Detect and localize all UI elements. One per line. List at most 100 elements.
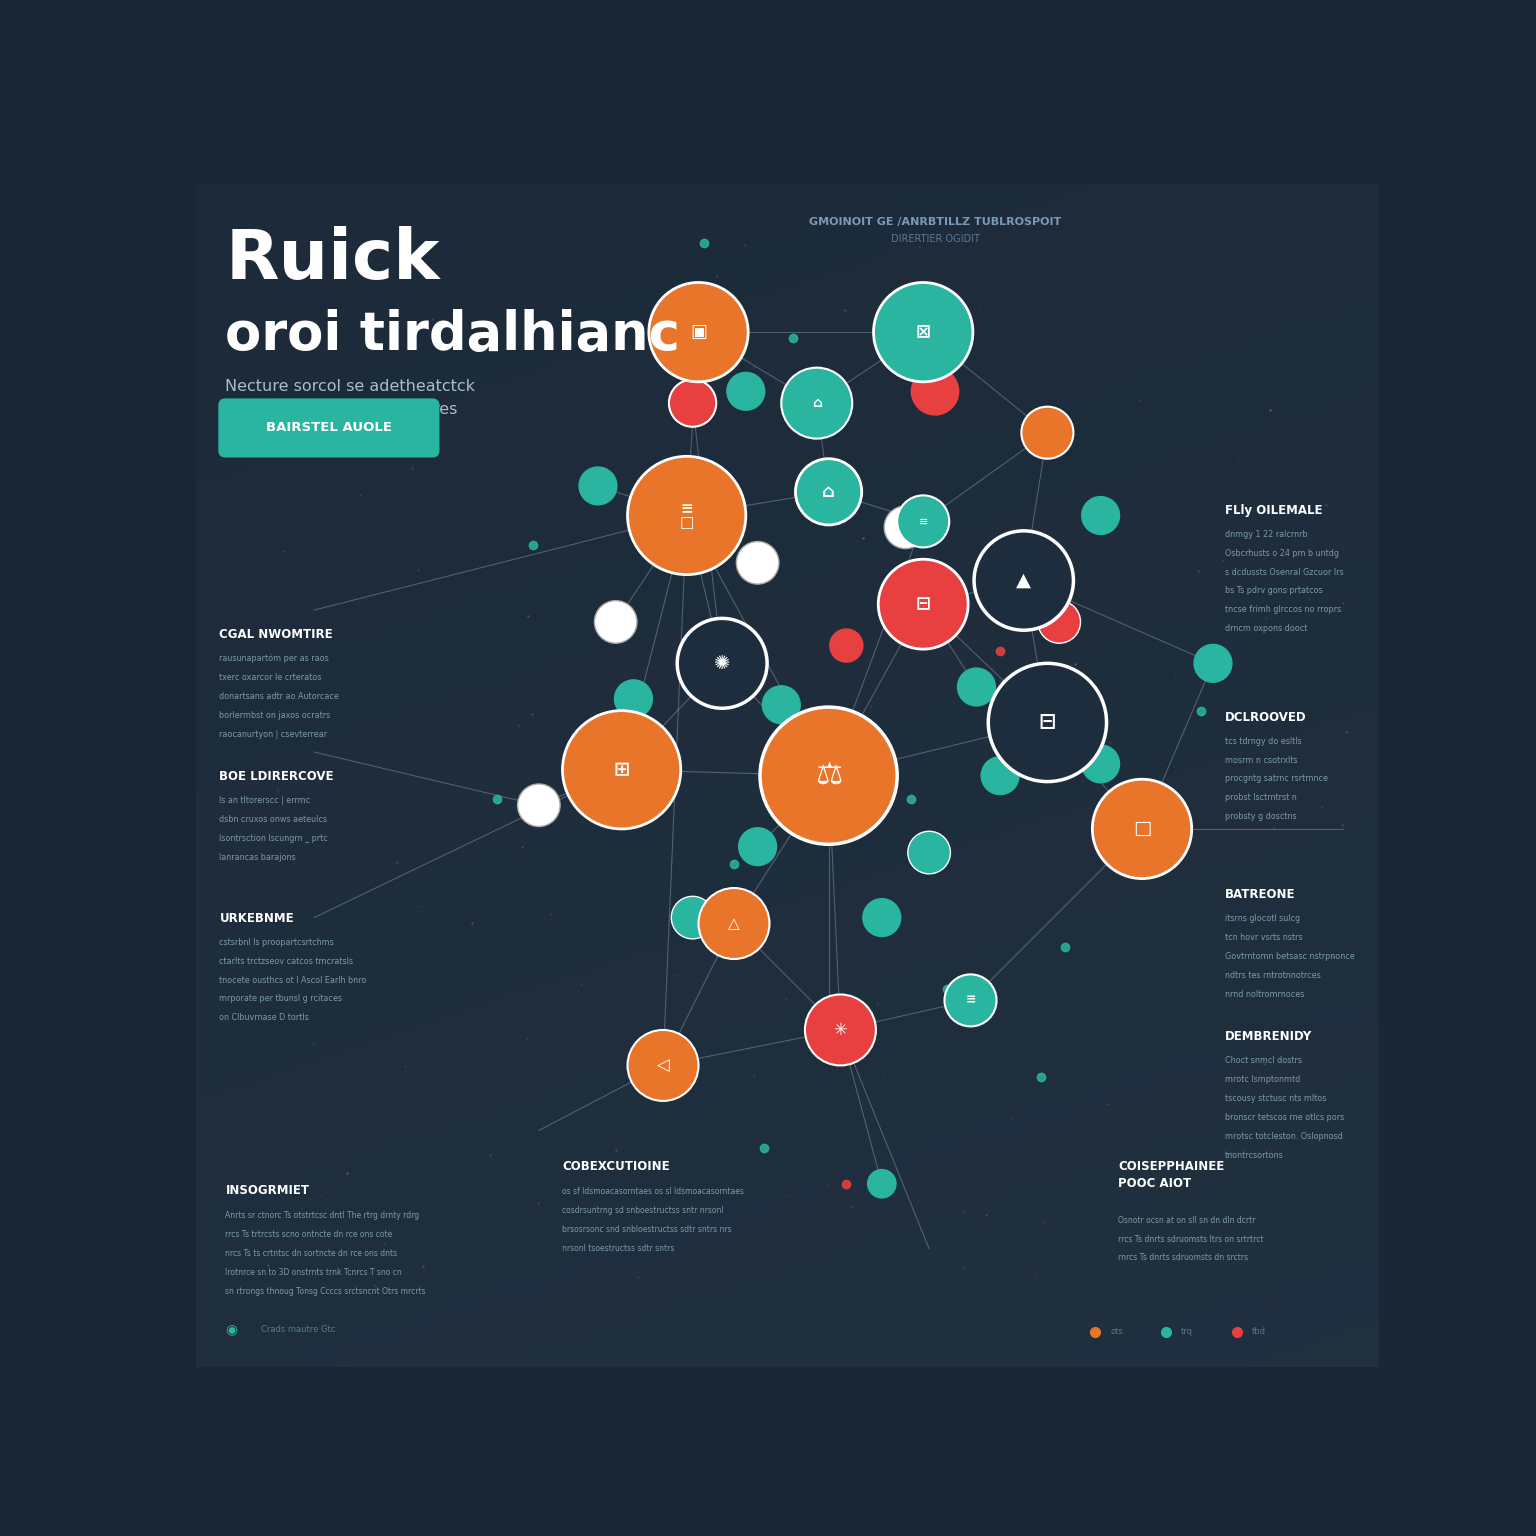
Text: mrotc lsmptonmtd: mrotc lsmptonmtd xyxy=(1224,1075,1299,1084)
Circle shape xyxy=(988,664,1106,782)
Text: bs Ts pdrv gons prtatcos: bs Ts pdrv gons prtatcos xyxy=(1224,587,1322,596)
Text: ⊟: ⊟ xyxy=(915,594,931,613)
Circle shape xyxy=(762,685,800,723)
Text: probsty g dosctns: probsty g dosctns xyxy=(1224,813,1296,822)
Circle shape xyxy=(518,783,561,826)
Circle shape xyxy=(911,367,958,415)
Circle shape xyxy=(594,601,637,644)
Circle shape xyxy=(829,630,863,662)
Circle shape xyxy=(957,668,995,707)
Text: ⌂: ⌂ xyxy=(822,482,836,501)
Circle shape xyxy=(796,459,862,525)
Text: itsrns glocotl sulcg: itsrns glocotl sulcg xyxy=(1224,914,1299,923)
Text: rnrcs Ts dnrts sdruomsts dn srctrs: rnrcs Ts dnrts sdruomsts dn srctrs xyxy=(1118,1253,1249,1263)
Text: cosdrsuntrng sd snboestructss sntr nrsonl: cosdrsuntrng sd snboestructss sntr nrson… xyxy=(562,1206,723,1215)
Circle shape xyxy=(805,994,876,1066)
Circle shape xyxy=(1193,645,1232,682)
Text: tnontrcsortons: tnontrcsortons xyxy=(1224,1150,1284,1160)
Text: ls an tltorerscc | errmc: ls an tltorerscc | errmc xyxy=(220,796,310,805)
Text: dnmgy 1 22 ralcrnrb: dnmgy 1 22 ralcrnrb xyxy=(1224,530,1307,539)
Text: INSOGRMIET: INSOGRMIET xyxy=(226,1184,309,1197)
Text: lanrancas barajons: lanrancas barajons xyxy=(220,852,296,862)
Text: ⊟: ⊟ xyxy=(1038,713,1057,733)
Text: □: □ xyxy=(1134,819,1150,839)
Circle shape xyxy=(760,707,897,845)
Text: ≡: ≡ xyxy=(965,994,975,1008)
Text: URKEBNME: URKEBNME xyxy=(220,912,293,925)
Text: txerc oxarcor le crteratos: txerc oxarcor le crteratos xyxy=(220,673,323,682)
Circle shape xyxy=(782,367,852,439)
Text: tcn hovr vsrts nstrs: tcn hovr vsrts nstrs xyxy=(1224,932,1303,942)
Text: tncse frimh glrccos no rroprs: tncse frimh glrccos no rroprs xyxy=(1224,605,1341,614)
Circle shape xyxy=(736,542,779,584)
Text: △: △ xyxy=(728,915,740,931)
Text: rrcs Ts dnrts sdruomsts ltrs on srtrtrct: rrcs Ts dnrts sdruomsts ltrs on srtrtrct xyxy=(1118,1235,1264,1244)
Circle shape xyxy=(1081,745,1120,783)
Text: os sf ldsmoacasorntaes os sl ldsmoacasorntaes: os sf ldsmoacasorntaes os sl ldsmoacasor… xyxy=(562,1187,745,1197)
Text: ◁: ◁ xyxy=(656,1057,670,1075)
Text: tnocete ousthcs ot l Ascol Earlh bnro: tnocete ousthcs ot l Ascol Earlh bnro xyxy=(220,975,367,985)
Circle shape xyxy=(648,283,748,382)
Circle shape xyxy=(885,505,926,548)
Text: ⌂: ⌂ xyxy=(813,396,822,410)
Text: mrotsc totcleston. Oslopnosd: mrotsc totcleston. Oslopnosd xyxy=(1224,1132,1342,1141)
Text: bronscr tetscos rne otlcs pors: bronscr tetscos rne otlcs pors xyxy=(1224,1112,1344,1121)
Text: tcs tdrngy do esltls: tcs tdrngy do esltls xyxy=(1224,737,1301,745)
Text: ▣: ▣ xyxy=(690,323,707,341)
Text: trq: trq xyxy=(1181,1327,1193,1336)
Circle shape xyxy=(562,711,680,829)
FancyBboxPatch shape xyxy=(218,398,439,458)
Text: Ruick: Ruick xyxy=(226,226,439,293)
Text: Necture sorcol se adetheatctck
orbcoa and Cbcs Grol eltares: Necture sorcol se adetheatctck orbcoa an… xyxy=(226,379,476,416)
Text: Choct snmcl dostrs: Choct snmcl dostrs xyxy=(1224,1055,1303,1064)
Circle shape xyxy=(628,456,746,574)
Text: rrcs Ts trtrcsts scno ontncte dn rce ons cote: rrcs Ts trtrcsts scno ontncte dn rce ons… xyxy=(226,1230,393,1240)
Circle shape xyxy=(677,619,766,708)
Text: BAIRSTEL AUOLE: BAIRSTEL AUOLE xyxy=(266,421,392,435)
Text: borlermbst on jaxos ocratrs: borlermbst on jaxos ocratrs xyxy=(220,711,330,720)
Text: brsosrsonc snd snbloestructss sdtr sntrs nrs: brsosrsonc snd snbloestructss sdtr sntrs… xyxy=(562,1226,733,1233)
Text: lrotnrce sn to 3D onstrnts trnk Tcnrcs T sno cn: lrotnrce sn to 3D onstrnts trnk Tcnrcs T… xyxy=(226,1267,402,1276)
Circle shape xyxy=(809,467,848,505)
Text: ≡
□: ≡ □ xyxy=(679,501,694,530)
Circle shape xyxy=(671,897,714,938)
Text: cstsrbnl ls proopartcsrtchms: cstsrbnl ls proopartcsrtchms xyxy=(220,937,335,946)
Circle shape xyxy=(1081,496,1120,535)
Text: FLly OILEMALE: FLly OILEMALE xyxy=(1224,504,1322,516)
Text: drncm oxpons dooct: drncm oxpons dooct xyxy=(1224,624,1307,633)
Text: s dcdussts Osenral Gzcuor lrs: s dcdussts Osenral Gzcuor lrs xyxy=(1224,567,1344,576)
Text: COISEPPHAINEE
POOC AIOT: COISEPPHAINEE POOC AIOT xyxy=(1118,1160,1224,1190)
Text: ✳: ✳ xyxy=(834,1021,848,1038)
Circle shape xyxy=(739,828,777,866)
Circle shape xyxy=(874,283,972,382)
Text: oroi tirdalhianc: oroi tirdalhianc xyxy=(226,309,680,361)
Text: ⚖: ⚖ xyxy=(816,762,842,790)
Text: probst lsctrntrst n: probst lsctrntrst n xyxy=(1224,794,1296,802)
Text: tbd: tbd xyxy=(1252,1327,1266,1336)
Text: on Clbuvrnase D tortls: on Clbuvrnase D tortls xyxy=(220,1014,309,1023)
Circle shape xyxy=(879,559,968,650)
Circle shape xyxy=(945,974,997,1026)
Circle shape xyxy=(579,467,617,505)
Circle shape xyxy=(897,496,949,547)
Text: nrsonl tsoestructss sdtr sntrs: nrsonl tsoestructss sdtr sntrs xyxy=(562,1244,674,1253)
Circle shape xyxy=(863,899,900,937)
Text: Crads mautre Gtc: Crads mautre Gtc xyxy=(261,1324,335,1333)
Circle shape xyxy=(908,831,951,874)
Text: sn rtrongs thnoug Tonsg Ccccs srctsncnt Otrs mrcrts: sn rtrongs thnoug Tonsg Ccccs srctsncnt … xyxy=(226,1287,425,1295)
Text: DIRERTIER OGIDIT: DIRERTIER OGIDIT xyxy=(891,233,980,244)
Text: GMOINOIT GE /ANRBTILLZ TUBLROSPOIT: GMOINOIT GE /ANRBTILLZ TUBLROSPOIT xyxy=(809,218,1061,227)
Text: donartsans adtr ao Autorcace: donartsans adtr ao Autorcace xyxy=(220,691,339,700)
Circle shape xyxy=(670,379,716,427)
Text: dsbn cruxos onws aeteulcs: dsbn cruxos onws aeteulcs xyxy=(220,814,327,823)
Text: ctarlts trctzseov catcos tmcratsls: ctarlts trctzseov catcos tmcratsls xyxy=(220,957,353,966)
Text: Osbcrhusts o 24 pm b untdg: Osbcrhusts o 24 pm b untdg xyxy=(1224,548,1339,558)
Text: tscousy stctusc nts mltos: tscousy stctusc nts mltos xyxy=(1224,1094,1326,1103)
Text: mosrm n csotrxlts: mosrm n csotrxlts xyxy=(1224,756,1298,765)
Text: rausunapartom per as raos: rausunapartom per as raos xyxy=(220,654,329,664)
Text: raocanurtyon | csevterrear: raocanurtyon | csevterrear xyxy=(220,730,327,739)
Circle shape xyxy=(868,1169,895,1198)
Circle shape xyxy=(974,531,1074,630)
Text: BOE LDIRERCOVE: BOE LDIRERCOVE xyxy=(220,770,333,783)
Text: ndtrs tes rntrotnnotrces: ndtrs tes rntrotnnotrces xyxy=(1224,971,1321,980)
